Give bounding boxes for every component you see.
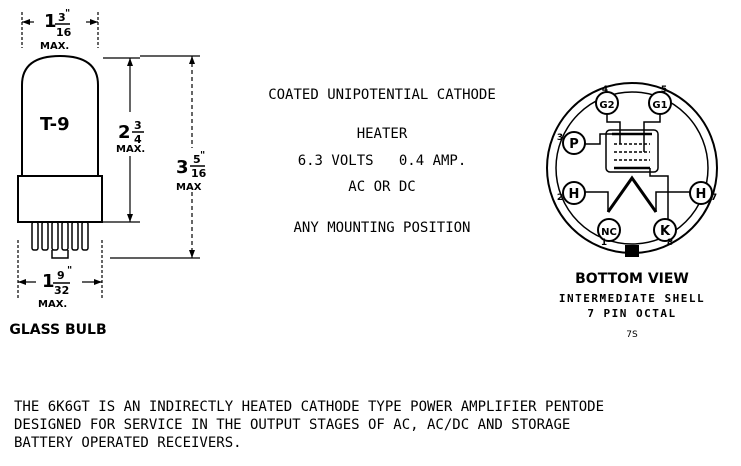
dim-overall-height-num: 5 — [193, 153, 201, 166]
heater-rating: 6.3 VOLTS 0.4 AMP. — [298, 153, 467, 169]
spec-block: COATED UNIPOTENTIAL CATHODE HEATER 6.3 V… — [268, 87, 496, 236]
pin-type: 7 PIN OCTAL — [587, 307, 676, 320]
dim-top-width-den: 16 — [56, 26, 72, 39]
pin-1-circle — [597, 218, 621, 242]
dim-top-width-num: 3 — [58, 11, 66, 24]
dim-overall-height-whole: 3 — [176, 157, 189, 178]
basing-code: 7S — [626, 330, 638, 340]
description-line-1: THE 6K6GT IS AN INDIRECTLY HEATED CATHOD… — [14, 399, 604, 415]
pin-2: H2 — [557, 181, 586, 205]
dim-overall-height-den: 16 — [191, 167, 207, 180]
dim-bulb-height-num: 3 — [134, 119, 142, 132]
shell-type: INTERMEDIATE SHELL — [559, 292, 705, 305]
pin-4-number: 4 — [602, 85, 608, 95]
dim-base-width-den: 32 — [54, 284, 69, 297]
description-line-3: BATTERY OPERATED RECEIVERS. — [14, 435, 242, 451]
pin-4-label: G2 — [599, 100, 614, 111]
dim-overall-height-max: MAX — [176, 182, 202, 193]
pin-7-number: 7 — [711, 193, 717, 203]
dim-base-width: 1 9 " 32 MAX. — [38, 265, 72, 310]
dim-top-width: 1 3 " 16 MAX. — [40, 8, 72, 52]
pin-3-label: P — [569, 137, 579, 152]
dim-bulb-height-max: MAX. — [116, 144, 145, 155]
pentode-structure — [575, 101, 701, 228]
tube-base — [17, 175, 103, 223]
pin-2-circle — [562, 181, 586, 205]
pin-5-circle — [648, 91, 672, 115]
pin-4-circle — [595, 91, 619, 115]
heater-supply: AC OR DC — [348, 179, 415, 195]
dim-top-width-suffix: " — [65, 8, 70, 19]
basing-diagram — [546, 82, 718, 257]
mounting-spec: ANY MOUNTING POSITION — [293, 220, 470, 236]
pin-4: G2 4 — [595, 85, 619, 115]
cathode-spec: COATED UNIPOTENTIAL CATHODE — [268, 87, 496, 103]
pin-1-label: NC — [601, 227, 617, 238]
description-line-2: DESIGNED FOR SERVICE IN THE OUTPUT STAGE… — [14, 417, 570, 433]
dim-overall-height-suffix: " — [200, 150, 205, 161]
dim-base-width-max: MAX. — [38, 299, 67, 310]
glass-bulb-outline — [21, 54, 99, 176]
heater-title: HEATER — [357, 126, 408, 142]
pin-3: P3 — [557, 131, 586, 155]
pin-2-label: H — [569, 187, 580, 202]
base-pins — [31, 221, 89, 259]
pin-1-number: 1 — [601, 238, 607, 248]
pin-8: K8 — [653, 218, 677, 248]
base-key — [625, 245, 639, 257]
pin-3-number: 3 — [557, 133, 563, 143]
bulb-type-label: T-9 — [40, 114, 70, 135]
dimension-arrowheads — [18, 19, 195, 285]
dim-bulb-height: 2 3 4 MAX. — [116, 119, 145, 155]
pin-5-label: G1 — [652, 100, 667, 111]
bulb-caption: GLASS BULB — [9, 322, 106, 338]
pin-7-circle — [689, 181, 713, 205]
pin-1: NC1 — [597, 218, 621, 248]
pin-3-circle — [562, 131, 586, 155]
bottom-view-title: BOTTOM VIEW — [575, 271, 689, 287]
dim-top-width-whole: 1 — [44, 11, 57, 32]
dim-base-width-num: 9 — [57, 269, 65, 282]
pin-5-number: 5 — [661, 85, 667, 95]
pin-8-circle — [653, 218, 677, 242]
base-shell-inner — [555, 91, 709, 245]
dim-base-width-suffix: " — [67, 265, 72, 276]
dim-bulb-height-den: 4 — [134, 133, 142, 146]
pin-2-number: 2 — [557, 193, 563, 203]
tube-outline-drawing — [17, 54, 103, 259]
pin-8-label: K — [660, 224, 671, 239]
pin-5: G1 5 — [648, 85, 672, 115]
description-block: THE 6K6GT IS AN INDIRECTLY HEATED CATHOD… — [14, 399, 604, 451]
dimension-lines — [17, 12, 200, 300]
dim-bulb-height-whole: 2 — [118, 122, 131, 143]
dim-base-width-whole: 1 — [42, 271, 55, 292]
dim-overall-height: 3 5 " 16 MAX — [176, 150, 207, 193]
pin-7-label: H — [696, 187, 707, 202]
pin-8-number: 8 — [667, 238, 673, 248]
dim-top-width-max: MAX. — [40, 41, 69, 52]
basing-captions: BOTTOM VIEW INTERMEDIATE SHELL 7 PIN OCT… — [559, 271, 705, 340]
